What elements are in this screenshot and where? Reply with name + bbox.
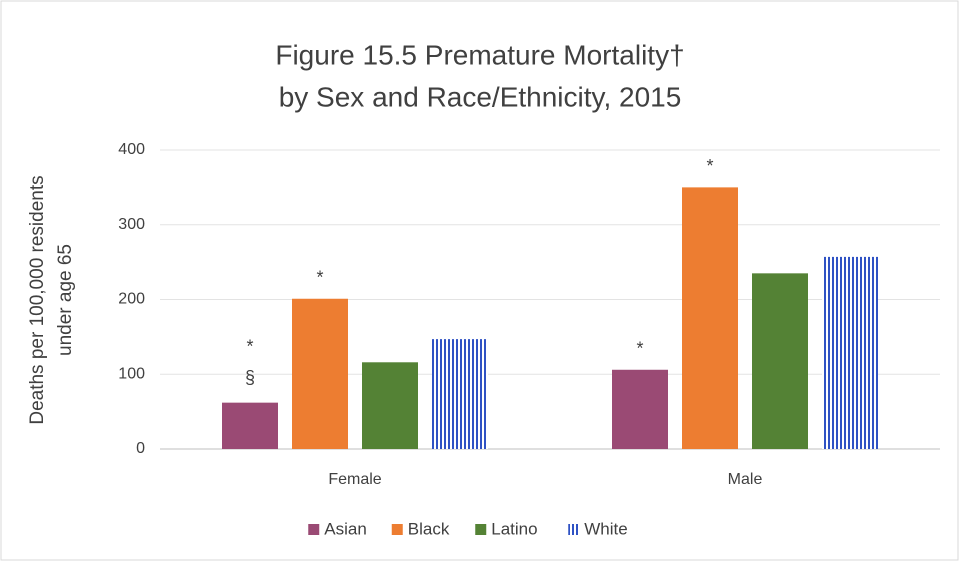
x-tick-label: Male [728, 471, 763, 488]
legend-swatch [475, 524, 487, 535]
annotation: * [316, 268, 323, 288]
bar [752, 273, 808, 449]
legend-swatch [308, 524, 320, 535]
annotation: * [246, 336, 253, 356]
chart-title: Figure 15.5 Premature Mortality† [275, 39, 684, 70]
y-tick-label: 200 [118, 291, 145, 308]
legend-swatch [568, 524, 580, 535]
bar [222, 402, 278, 449]
annotation: § [245, 367, 255, 387]
chart-title: by Sex and Race/Ethnicity, 2015 [279, 81, 682, 112]
y-tick-label: 300 [118, 216, 145, 233]
bar [682, 187, 738, 449]
bar [612, 369, 668, 449]
annotation: * [706, 156, 713, 176]
legend-swatch [391, 524, 403, 535]
bar [292, 298, 348, 449]
y-axis-label: under age 65 [55, 244, 76, 356]
y-tick-label: 0 [136, 440, 145, 457]
y-tick-label: 400 [118, 141, 145, 158]
legend-label: Latino [491, 519, 537, 538]
legend-label: White [584, 519, 627, 538]
y-tick-label: 100 [118, 365, 145, 382]
annotation: * [636, 339, 643, 359]
legend-label: Black [408, 519, 450, 538]
bar [822, 256, 878, 449]
bar [432, 339, 488, 449]
y-axis-label: Deaths per 100,000 residents [27, 175, 48, 424]
x-tick-label: Female [328, 471, 381, 488]
legend-label: Asian [324, 519, 367, 538]
bar [362, 362, 418, 449]
